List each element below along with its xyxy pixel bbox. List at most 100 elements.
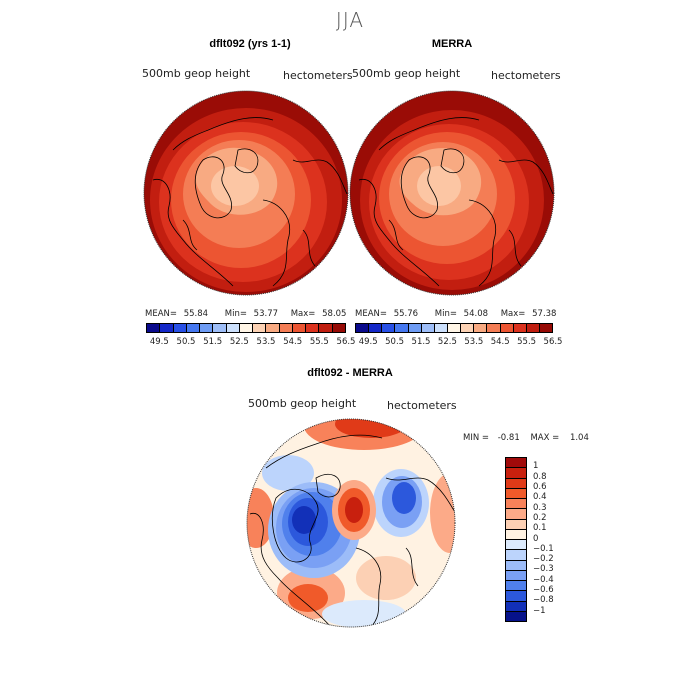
colorbar-swatch	[319, 324, 333, 332]
panel-2-unit-label: hectometers	[491, 69, 561, 82]
colorbar-tick-label: 52.5	[229, 337, 249, 347]
diff-panel-unit-label: hectometers	[387, 399, 457, 412]
colorbar-tick-label: 54.5	[283, 337, 303, 347]
colorbar-tick-label: −0.2	[533, 554, 554, 565]
colorbar-swatch	[266, 324, 280, 332]
panel-2-mean-value: 55.76	[393, 309, 419, 319]
colorbar-swatch	[213, 324, 227, 332]
panel-1-colorbar-ticks: 49.5 50.5 51.5 52.5 53.5 54.5 55.5 56.5	[146, 337, 356, 349]
colorbar-swatch	[408, 324, 422, 332]
colorbar-tick-label: 53.5	[256, 337, 276, 347]
diff-colorbar-ticks: 1 0.8 0.6 0.4 0.3 0.2 0.1 0 −0.1 −0.2 −0.3 −0.4 −0.6…	[533, 457, 573, 622]
colorbar-swatch	[226, 324, 240, 332]
colorbar-swatch	[279, 324, 293, 332]
colorbar-swatch	[506, 478, 526, 489]
panel-1-unit-label: hectometers	[283, 69, 353, 82]
page-title: JJA	[335, 8, 365, 32]
colorbar-swatch	[306, 324, 320, 332]
colorbar-swatch	[526, 324, 540, 332]
colorbar-tick-label: −0.1	[533, 543, 554, 554]
colorbar-tick-label: 50.5	[385, 337, 405, 347]
colorbar-swatch	[506, 570, 526, 581]
panel-1-mean-label: MEAN=	[145, 309, 177, 319]
colorbar-swatch	[200, 324, 214, 332]
colorbar-swatch	[147, 324, 161, 332]
panel-2-max-value: 57.38	[532, 309, 557, 319]
colorbar-tick-label: 0.1	[533, 523, 547, 534]
panel-2-polar-map	[349, 90, 555, 296]
colorbar-tick-label: −0.3	[533, 564, 554, 575]
colorbar-swatch	[506, 591, 526, 602]
colorbar-swatch	[506, 581, 526, 592]
colorbar-tick-label: 49.5	[358, 337, 378, 347]
colorbar-swatch	[186, 324, 201, 332]
colorbar-swatch	[461, 324, 475, 332]
colorbar-tick-label: 50.5	[176, 337, 196, 347]
colorbar-tick-label: −0.4	[533, 574, 554, 585]
colorbar-swatch	[160, 324, 174, 332]
colorbar-tick-label: 53.5	[464, 337, 484, 347]
colorbar-swatch	[506, 458, 526, 469]
diff-min-label: MIN =	[463, 433, 490, 443]
panel-1-stats: MEAN= 55.84 Min= 53.77 Max= 58.05	[145, 309, 346, 319]
panel-2-colorbar	[355, 323, 553, 333]
panel-2-title: MERRA	[431, 38, 473, 50]
colorbar-swatch	[332, 324, 345, 332]
colorbar-swatch	[292, 324, 307, 332]
colorbar-tick-label: −1	[533, 605, 546, 616]
colorbar-swatch	[395, 324, 409, 332]
panel-2-max-label: Max=	[500, 309, 526, 319]
diff-panel-title: dflt092 - MERRA	[307, 367, 393, 379]
colorbar-swatch	[506, 540, 526, 551]
colorbar-tick-label: 0	[533, 533, 539, 544]
diff-max-label: MAX =	[530, 433, 560, 443]
colorbar-swatch	[506, 509, 526, 520]
panel-2-stats: MEAN= 55.76 Min= 54.08 Max= 57.38	[355, 309, 556, 319]
colorbar-tick-label: 54.5	[490, 337, 510, 347]
colorbar-swatch	[474, 324, 488, 332]
panel-1-colorbar	[146, 323, 346, 333]
panel-2-colorbar-ticks: 49.5 50.5 51.5 52.5 53.5 54.5 55.5 56.5	[355, 337, 563, 349]
colorbar-tick-label: 1	[533, 461, 539, 472]
colorbar-tick-label: 0.8	[533, 471, 547, 482]
colorbar-swatch	[239, 324, 254, 332]
diff-min-value: -0.81	[497, 433, 520, 443]
colorbar-swatch	[369, 324, 383, 332]
colorbar-swatch	[513, 324, 527, 332]
colorbar-tick-label: 0.3	[533, 502, 547, 513]
colorbar-tick-label: 49.5	[149, 337, 169, 347]
colorbar-tick-label: 55.5	[517, 337, 537, 347]
colorbar-swatch	[434, 324, 448, 332]
colorbar-tick-label: 51.5	[411, 337, 431, 347]
colorbar-swatch	[253, 324, 267, 332]
colorbar-tick-label: 0.2	[533, 512, 547, 523]
colorbar-tick-label: 55.5	[309, 337, 329, 347]
colorbar-swatch	[500, 324, 514, 332]
colorbar-swatch	[421, 324, 435, 332]
panel-2-min-label: Min=	[434, 309, 457, 319]
colorbar-swatch	[382, 324, 396, 332]
diff-polar-map	[246, 418, 456, 628]
diff-colorbar	[505, 457, 527, 622]
diff-max-value: 1.04	[569, 433, 589, 443]
panel-2-variable-label: 500mb geop height	[352, 67, 461, 80]
panel-1-variable-label: 500mb geop height	[142, 67, 251, 80]
colorbar-swatch	[539, 324, 553, 332]
panel-1-polar-map	[143, 90, 349, 296]
panel-1-min-label: Min=	[224, 309, 247, 319]
panel-1-title: dflt092 (yrs 1-1)	[209, 38, 291, 50]
diff-panel-variable-label: 500mb geop height	[248, 397, 357, 410]
colorbar-swatch	[506, 519, 526, 530]
panel-1-mean-value: 55.84	[183, 309, 209, 319]
colorbar-swatch	[506, 601, 526, 612]
panel-1-min-value: 53.77	[253, 309, 279, 319]
colorbar-tick-label: 0.4	[533, 492, 547, 503]
colorbar-swatch	[506, 468, 526, 479]
colorbar-swatch	[356, 324, 370, 332]
colorbar-swatch	[506, 529, 526, 540]
colorbar-swatch	[447, 324, 462, 332]
colorbar-swatch	[506, 499, 526, 510]
colorbar-tick-label: −0.8	[533, 595, 554, 606]
colorbar-swatch	[506, 550, 526, 561]
colorbar-tick-label: 56.5	[543, 337, 563, 347]
